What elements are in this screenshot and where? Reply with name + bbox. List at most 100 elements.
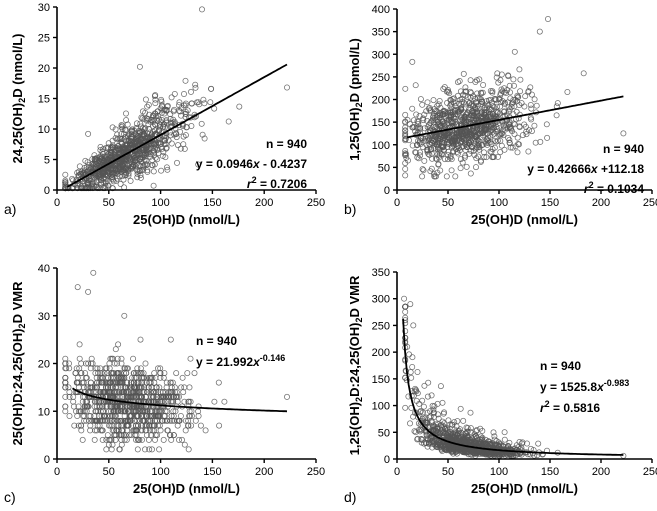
data-point <box>97 408 104 415</box>
data-point <box>168 436 175 443</box>
y-tick-label: 5 <box>44 155 50 167</box>
data-point <box>170 116 177 123</box>
data-point <box>441 442 448 449</box>
data-point <box>157 374 164 381</box>
data-point <box>101 370 108 377</box>
x-axis-label-c: 25(OH)D (nmol/L) <box>133 481 240 496</box>
y-tick-label: 50 <box>378 162 390 174</box>
y-tick-label: 350 <box>372 27 390 39</box>
data-point <box>92 427 99 434</box>
data-point <box>144 408 151 415</box>
data-point <box>448 156 455 163</box>
data-point <box>62 177 69 184</box>
data-point <box>446 134 452 141</box>
data-point <box>131 389 138 396</box>
data-point <box>98 179 104 186</box>
data-point <box>409 105 416 112</box>
data-point <box>177 128 184 135</box>
data-point <box>147 427 154 434</box>
data-point <box>114 403 121 410</box>
data-point <box>480 129 487 135</box>
data-point <box>496 131 503 138</box>
data-point <box>445 434 452 441</box>
data-point <box>502 124 509 131</box>
data-point <box>433 433 440 440</box>
data-point <box>407 301 414 308</box>
data-point <box>486 97 492 104</box>
data-point <box>408 374 415 381</box>
data-point <box>439 399 446 406</box>
data-point <box>145 384 152 391</box>
data-point <box>121 408 128 415</box>
data-point <box>133 436 139 443</box>
data-point <box>454 148 461 155</box>
data-point <box>133 139 140 146</box>
data-point <box>149 427 156 434</box>
data-point <box>78 360 85 367</box>
data-point <box>71 422 78 429</box>
x-axis-label-b: 25(OH)D (nmol/L) <box>471 212 578 227</box>
data-point <box>66 413 73 419</box>
data-point <box>414 369 421 375</box>
data-point <box>66 365 73 372</box>
data-point <box>500 132 507 139</box>
x-tick-label: 150 <box>203 197 221 209</box>
data-point <box>487 128 494 135</box>
data-point <box>524 440 530 447</box>
data-point <box>188 123 195 129</box>
data-point <box>489 440 496 446</box>
data-point <box>460 447 467 454</box>
data-point <box>128 379 135 386</box>
data-point <box>419 144 426 150</box>
data-point <box>92 156 99 162</box>
data-point <box>420 403 427 410</box>
data-point <box>508 125 514 132</box>
data-point <box>445 417 452 424</box>
data-point <box>116 389 123 396</box>
data-point <box>62 171 69 178</box>
data-point <box>516 66 523 73</box>
data-point <box>125 408 132 415</box>
data-point <box>185 422 192 429</box>
data-point <box>92 365 99 372</box>
data-point <box>482 109 489 116</box>
data-point <box>116 164 123 171</box>
data-point <box>178 112 185 119</box>
data-point <box>522 93 529 100</box>
data-point <box>137 136 144 142</box>
data-point <box>454 137 461 144</box>
x-tick-label: 0 <box>394 466 400 478</box>
data-point <box>531 122 538 129</box>
data-point <box>66 393 73 400</box>
x-tick-label: 250 <box>307 466 325 478</box>
data-point <box>76 163 83 170</box>
data-point <box>118 441 125 448</box>
data-point <box>463 163 470 170</box>
data-point <box>97 389 104 396</box>
data-point <box>106 365 113 372</box>
data-point <box>413 111 420 118</box>
data-point <box>494 103 500 110</box>
data-point <box>109 124 116 131</box>
data-point <box>424 99 431 106</box>
x-tick-label: 200 <box>592 466 610 478</box>
data-point <box>446 442 453 449</box>
data-point <box>505 73 512 80</box>
data-point <box>477 100 484 107</box>
data-point <box>486 450 493 457</box>
data-point <box>462 147 469 153</box>
data-point <box>413 388 420 395</box>
y-tick-label: 20 <box>38 63 50 75</box>
annotation-b-0: n = 940 <box>603 142 644 156</box>
data-point <box>164 393 171 400</box>
data-point <box>117 181 124 187</box>
data-point <box>155 408 162 415</box>
data-point <box>122 169 129 175</box>
data-point <box>133 370 140 377</box>
data-point <box>157 365 164 372</box>
data-point <box>401 295 408 302</box>
data-point <box>118 131 125 138</box>
data-point <box>151 379 158 386</box>
y-tick-label: 20 <box>38 359 50 371</box>
data-point <box>506 136 513 143</box>
